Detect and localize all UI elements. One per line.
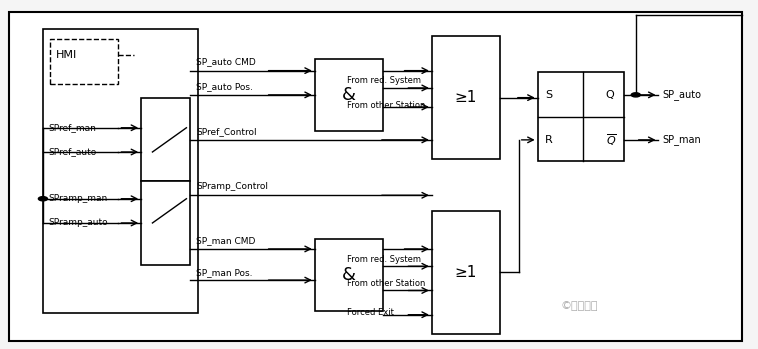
Text: SP_auto: SP_auto bbox=[662, 89, 701, 100]
Text: SPramp_auto: SPramp_auto bbox=[49, 218, 108, 228]
Text: From other Station: From other Station bbox=[347, 279, 426, 288]
Text: SPramp_Control: SPramp_Control bbox=[196, 182, 268, 191]
Text: SPref_auto: SPref_auto bbox=[49, 148, 96, 156]
Text: HMI: HMI bbox=[56, 50, 77, 60]
Text: &: & bbox=[342, 266, 356, 284]
Text: SPramp_man: SPramp_man bbox=[49, 194, 108, 203]
FancyBboxPatch shape bbox=[51, 39, 118, 84]
FancyBboxPatch shape bbox=[43, 29, 198, 313]
Text: SP_man: SP_man bbox=[662, 134, 701, 145]
Text: SP_auto Pos.: SP_auto Pos. bbox=[196, 82, 253, 91]
Text: From red. System: From red. System bbox=[347, 255, 421, 264]
FancyBboxPatch shape bbox=[432, 211, 500, 334]
Text: $\overline{Q}$: $\overline{Q}$ bbox=[606, 132, 616, 148]
Text: From red. System: From red. System bbox=[347, 76, 421, 85]
FancyBboxPatch shape bbox=[432, 36, 500, 159]
Text: SP_man Pos.: SP_man Pos. bbox=[196, 268, 252, 277]
Circle shape bbox=[631, 93, 641, 97]
Text: &: & bbox=[342, 86, 356, 104]
Text: S: S bbox=[545, 90, 553, 100]
Text: Forced Exit: Forced Exit bbox=[347, 309, 394, 318]
Text: SPref_man: SPref_man bbox=[49, 123, 96, 132]
FancyBboxPatch shape bbox=[537, 72, 625, 161]
FancyBboxPatch shape bbox=[9, 12, 741, 341]
Text: ≥1: ≥1 bbox=[455, 265, 477, 280]
FancyBboxPatch shape bbox=[315, 239, 383, 311]
Text: ©电气技术: ©电气技术 bbox=[560, 301, 598, 311]
Text: ≥1: ≥1 bbox=[455, 90, 477, 105]
Text: Q: Q bbox=[606, 90, 614, 100]
Text: SPref_Control: SPref_Control bbox=[196, 127, 257, 136]
FancyBboxPatch shape bbox=[141, 98, 190, 181]
Text: R: R bbox=[545, 135, 553, 145]
FancyBboxPatch shape bbox=[141, 181, 190, 265]
Text: SP_man CMD: SP_man CMD bbox=[196, 237, 255, 245]
FancyBboxPatch shape bbox=[315, 59, 383, 131]
Text: SP_auto CMD: SP_auto CMD bbox=[196, 58, 256, 66]
Circle shape bbox=[39, 196, 48, 201]
Text: From other Station: From other Station bbox=[347, 101, 426, 110]
